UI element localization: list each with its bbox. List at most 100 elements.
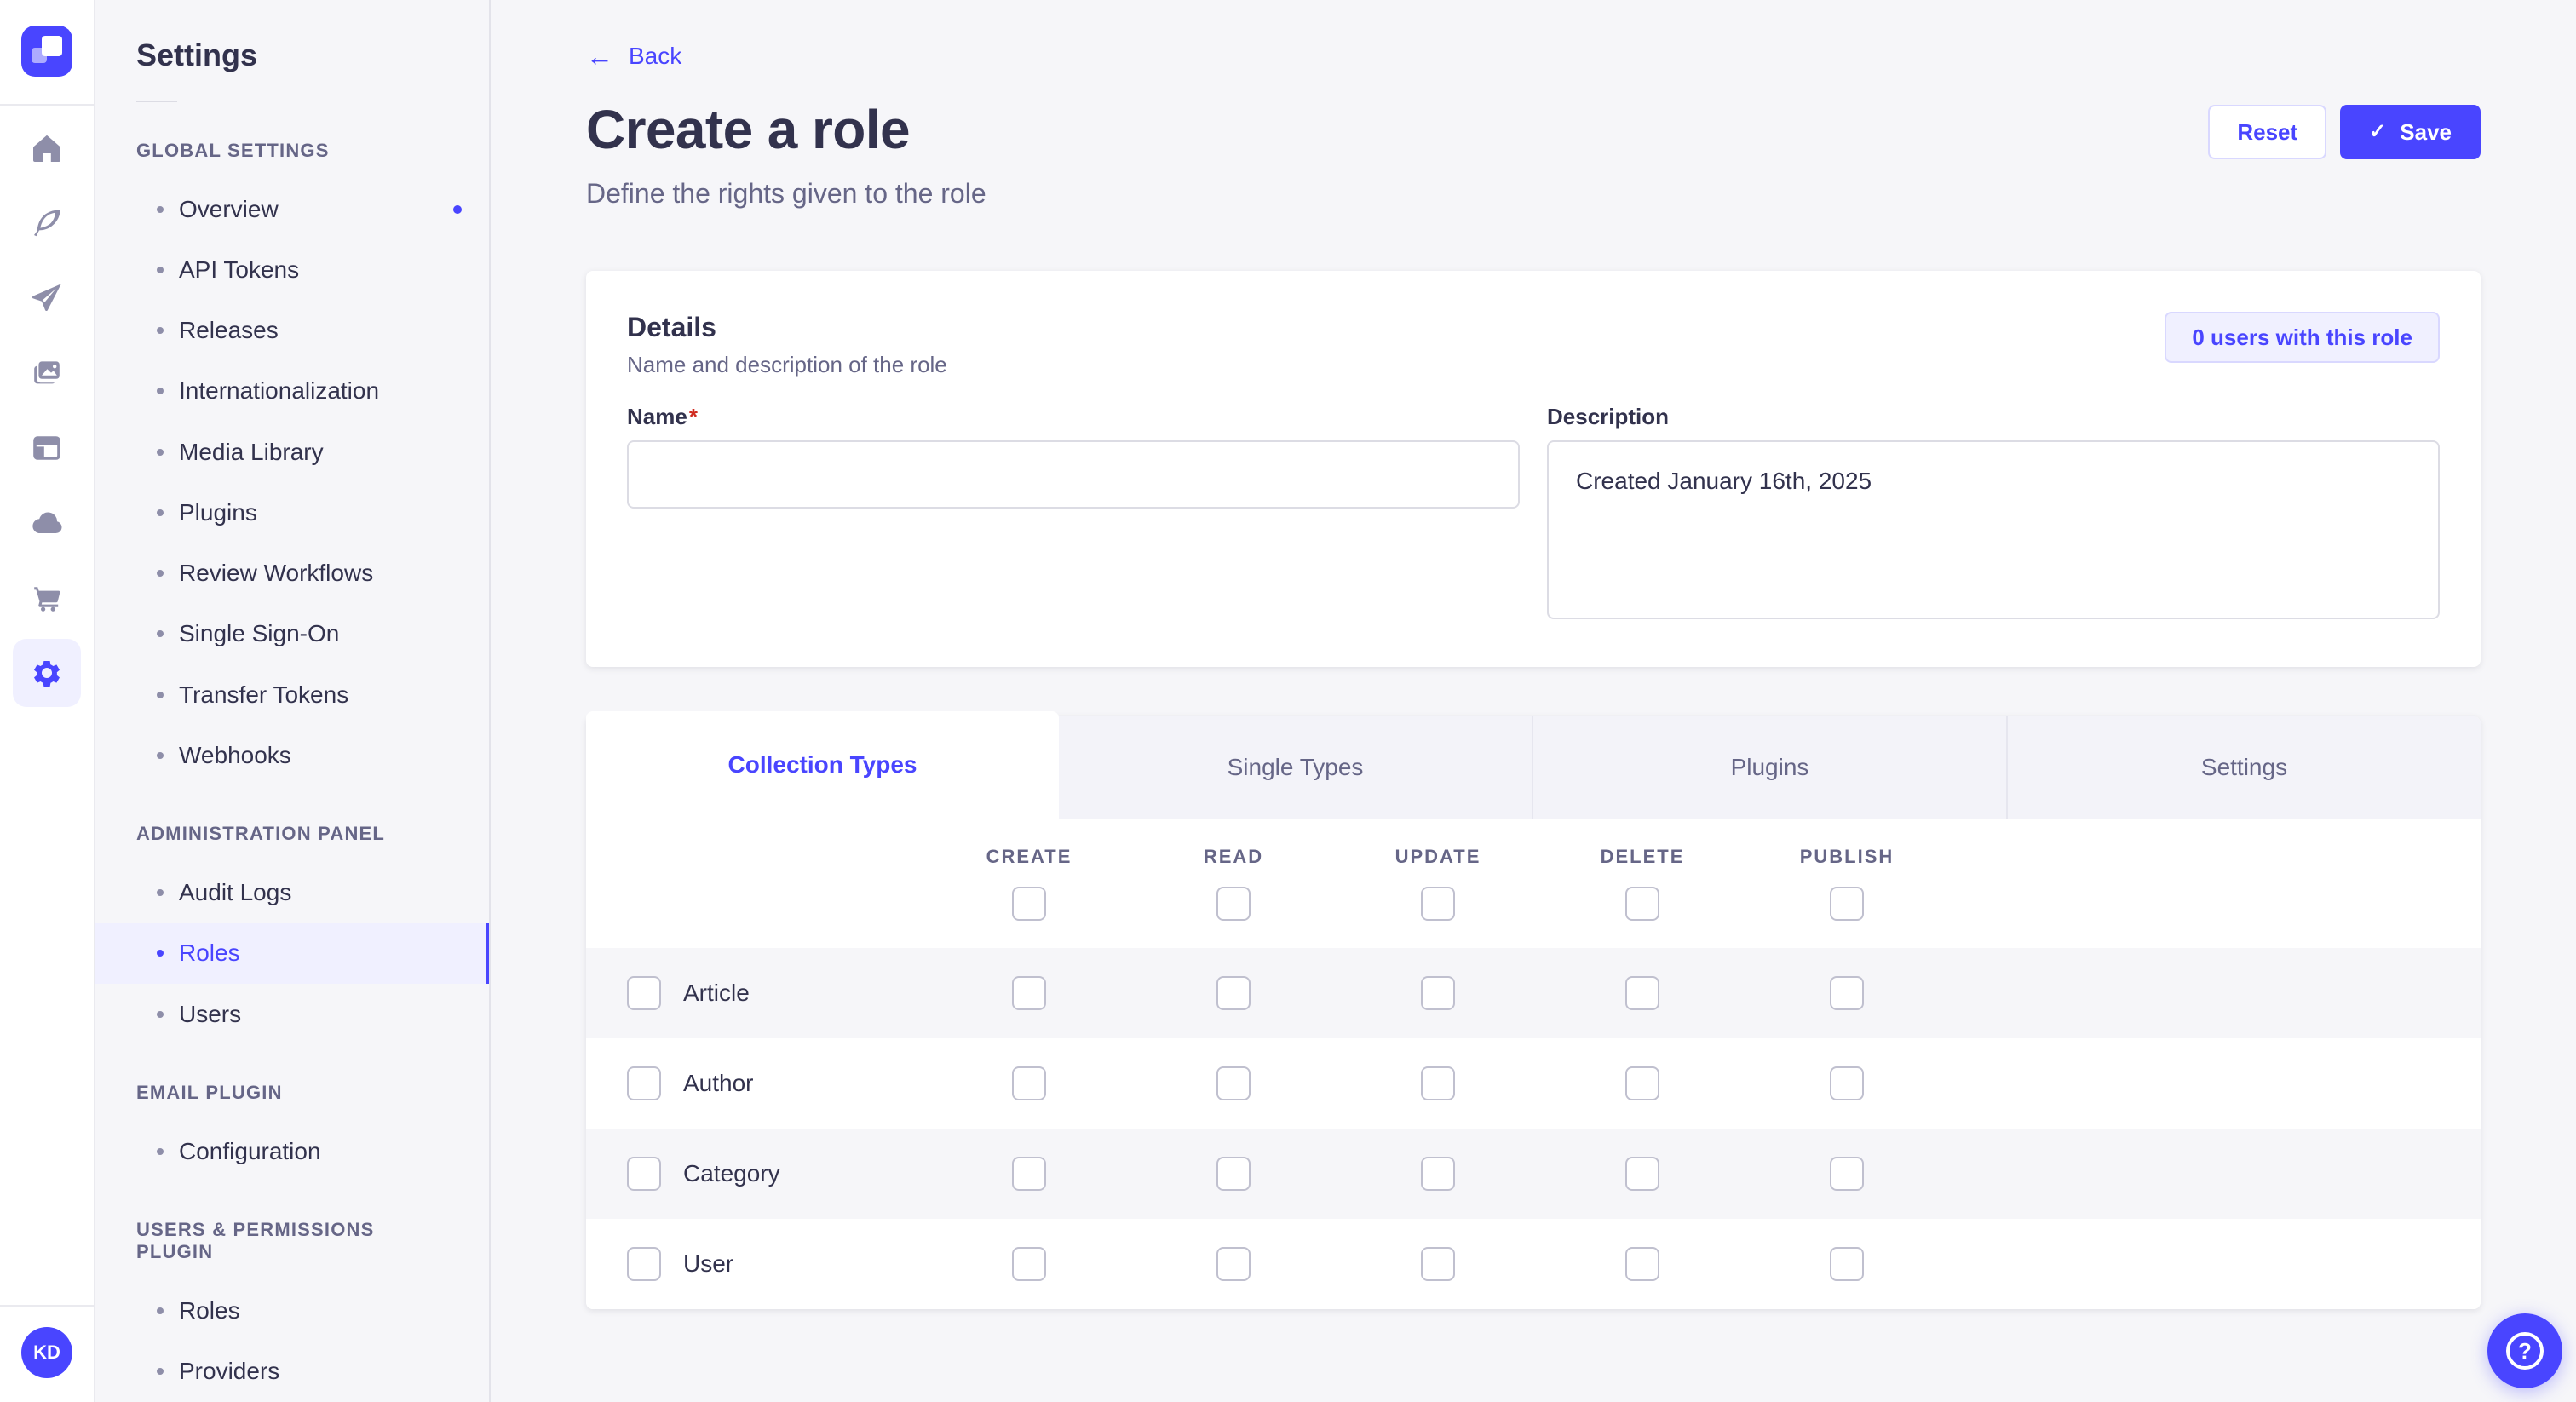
user-create-checkbox[interactable] — [1012, 1247, 1046, 1281]
sidebar-item-overview[interactable]: Overview — [95, 179, 489, 239]
bullet-icon — [157, 950, 164, 957]
media-library-icon[interactable] — [13, 339, 81, 407]
sidebar-item-up-roles[interactable]: Roles — [95, 1280, 489, 1341]
gear-settings-icon[interactable] — [13, 639, 81, 707]
category-row-checkbox[interactable] — [627, 1157, 661, 1191]
article-read-checkbox[interactable] — [1216, 976, 1251, 1010]
article-update-checkbox[interactable] — [1421, 976, 1455, 1010]
select-all-publish-checkbox[interactable] — [1830, 887, 1864, 921]
question-mark-icon: ? — [2506, 1332, 2544, 1370]
table-row-article: Article — [586, 948, 2481, 1038]
author-update-checkbox[interactable] — [1421, 1066, 1455, 1100]
help-button[interactable]: ? — [2487, 1313, 2562, 1388]
users-with-role-button[interactable]: 0 users with this role — [2165, 312, 2440, 363]
bullet-icon — [157, 1307, 164, 1314]
paper-plane-icon[interactable] — [13, 264, 81, 332]
home-icon[interactable] — [13, 114, 81, 182]
sidebar-item-review-workflows[interactable]: Review Workflows — [95, 543, 489, 603]
save-button[interactable]: ✓ Save — [2340, 105, 2481, 159]
permissions-section: Collection Types Single Types Plugins Se… — [586, 716, 2481, 1309]
tab-single-types[interactable]: Single Types — [1059, 716, 1532, 819]
sidebar-item-releases[interactable]: Releases — [95, 300, 489, 360]
feather-content-icon[interactable] — [13, 189, 81, 257]
user-avatar[interactable]: KD — [21, 1327, 72, 1378]
bullet-icon — [157, 388, 164, 394]
select-all-create-checkbox[interactable] — [1012, 887, 1046, 921]
sidebar-item-single-sign-on[interactable]: Single Sign-On — [95, 604, 489, 664]
bullet-icon — [157, 1148, 164, 1155]
author-create-checkbox[interactable] — [1012, 1066, 1046, 1100]
tab-plugins[interactable]: Plugins — [1532, 716, 2006, 819]
back-arrow-icon: ← — [586, 43, 613, 70]
layout-icon[interactable] — [13, 414, 81, 482]
user-delete-checkbox[interactable] — [1625, 1247, 1659, 1281]
tab-collection-types[interactable]: Collection Types — [586, 711, 1059, 819]
main-nav-rail: KD — [0, 0, 95, 1402]
sidebar-item-media-library[interactable]: Media Library — [95, 422, 489, 482]
strapi-logo-icon[interactable] — [21, 26, 72, 77]
section-header-administration-panel: ADMINISTRATION PANEL — [136, 823, 448, 845]
article-publish-checkbox[interactable] — [1830, 976, 1864, 1010]
article-create-checkbox[interactable] — [1012, 976, 1046, 1010]
section-header-global-settings: GLOBAL SETTINGS — [136, 140, 448, 162]
select-all-read-checkbox[interactable] — [1216, 887, 1251, 921]
bullet-icon — [157, 889, 164, 896]
bullet-icon — [157, 630, 164, 637]
bullet-icon — [157, 752, 164, 759]
details-card: Details Name and description of the role… — [586, 271, 2481, 667]
author-publish-checkbox[interactable] — [1830, 1066, 1864, 1100]
check-icon: ✓ — [2369, 122, 2386, 142]
author-row-checkbox[interactable] — [627, 1066, 661, 1100]
user-update-checkbox[interactable] — [1421, 1247, 1455, 1281]
sidebar-title: Settings — [136, 37, 448, 73]
sidebar-item-webhooks[interactable]: Webhooks — [95, 725, 489, 785]
name-label: Name* — [627, 404, 1520, 430]
table-row-category: Category — [586, 1129, 2481, 1219]
sidebar-item-roles[interactable]: Roles — [95, 923, 489, 984]
details-title: Details — [627, 312, 947, 343]
user-row-checkbox[interactable] — [627, 1247, 661, 1281]
page-title: Create a role — [586, 98, 986, 161]
back-link[interactable]: ← Back — [586, 43, 681, 70]
bullet-icon — [157, 206, 164, 213]
user-read-checkbox[interactable] — [1216, 1247, 1251, 1281]
cloud-icon[interactable] — [13, 489, 81, 557]
details-card-header: Details Name and description of the role… — [627, 312, 2440, 378]
cart-marketplace-icon[interactable] — [13, 564, 81, 632]
settings-sidebar: Settings GLOBAL SETTINGS Overview API To… — [95, 0, 491, 1402]
sidebar-item-up-providers[interactable]: Providers — [95, 1342, 489, 1402]
author-delete-checkbox[interactable] — [1625, 1066, 1659, 1100]
sidebar-item-audit-logs[interactable]: Audit Logs — [95, 862, 489, 922]
permissions-table-header: CREATE READ UPDATE DELETE — [586, 819, 2481, 948]
category-update-checkbox[interactable] — [1421, 1157, 1455, 1191]
article-delete-checkbox[interactable] — [1625, 976, 1659, 1010]
user-publish-checkbox[interactable] — [1830, 1247, 1864, 1281]
category-read-checkbox[interactable] — [1216, 1157, 1251, 1191]
header-actions: Reset ✓ Save — [2208, 98, 2481, 159]
tab-settings[interactable]: Settings — [2006, 716, 2481, 819]
category-publish-checkbox[interactable] — [1830, 1157, 1864, 1191]
bullet-icon — [157, 327, 164, 334]
sidebar-item-internationalization[interactable]: Internationalization — [95, 361, 489, 422]
column-create: CREATE — [927, 819, 1131, 948]
notification-dot-icon — [453, 205, 462, 214]
rail-bottom: KD — [0, 1305, 94, 1402]
table-row-user: User — [586, 1219, 2481, 1309]
category-create-checkbox[interactable] — [1012, 1157, 1046, 1191]
sidebar-item-transfer-tokens[interactable]: Transfer Tokens — [95, 664, 489, 725]
sidebar-item-plugins[interactable]: Plugins — [95, 482, 489, 543]
sidebar-item-users[interactable]: Users — [95, 984, 489, 1044]
sidebar-item-configuration[interactable]: Configuration — [95, 1121, 489, 1181]
category-delete-checkbox[interactable] — [1625, 1157, 1659, 1191]
details-subtitle: Name and description of the role — [627, 352, 947, 378]
name-input[interactable] — [627, 440, 1520, 509]
sidebar-item-api-tokens[interactable]: API Tokens — [95, 239, 489, 300]
description-textarea[interactable]: Created January 16th, 2025 — [1547, 440, 2440, 619]
select-all-delete-checkbox[interactable] — [1625, 887, 1659, 921]
rail-icon-list — [13, 106, 81, 707]
bullet-icon — [157, 570, 164, 577]
article-row-checkbox[interactable] — [627, 976, 661, 1010]
reset-button[interactable]: Reset — [2208, 105, 2326, 159]
select-all-update-checkbox[interactable] — [1421, 887, 1455, 921]
author-read-checkbox[interactable] — [1216, 1066, 1251, 1100]
